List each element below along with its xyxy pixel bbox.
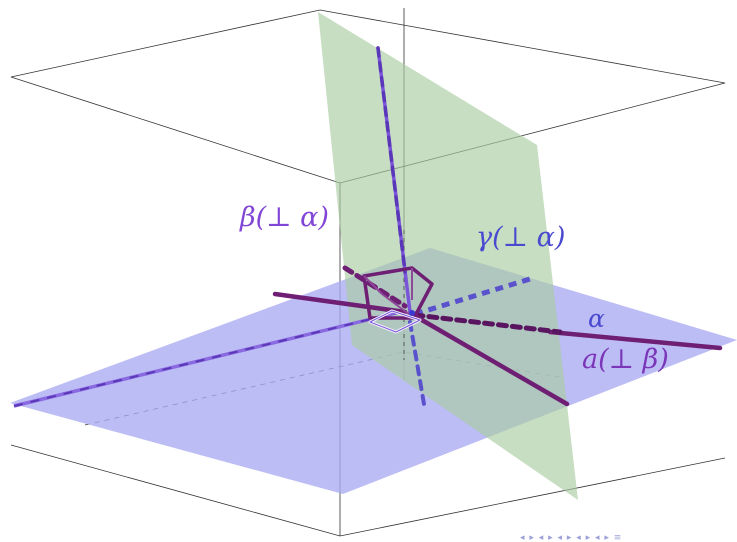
line-diag-front [412, 313, 570, 407]
label-alpha: α [588, 304, 605, 333]
marker-square-base-outline [369, 310, 421, 333]
line-a-right-dash [412, 312, 563, 335]
line-a [272, 265, 723, 407]
label-beta: β(⊥ α) [239, 202, 329, 233]
plane-beta [318, 12, 578, 500]
right-angle-marker [362, 266, 434, 334]
box-top-face [10, 9, 726, 184]
navigation-symbols[interactable]: ◂ ▸ ◂ ▸ ◂ ▸ ◂ ▸ ◂ ▸ ≡ [520, 533, 622, 542]
line-gamma-dashed-back [414, 276, 531, 317]
origin-point [409, 310, 415, 316]
box-bottom-face-front [10, 444, 726, 537]
label-a: a(⊥ β) [582, 344, 669, 375]
label-gamma: γ(⊥ α) [476, 222, 565, 253]
marker-box-front [362, 266, 434, 320]
marker-box-inner [363, 275, 415, 319]
line-a-right-solid [547, 329, 723, 351]
line-beta-upper-dash [376, 46, 407, 274]
line-a-left [272, 291, 408, 315]
line-gamma-axis [13, 276, 531, 408]
line-beta-lower-dash [408, 320, 427, 412]
line-left-dash [13, 311, 401, 407]
